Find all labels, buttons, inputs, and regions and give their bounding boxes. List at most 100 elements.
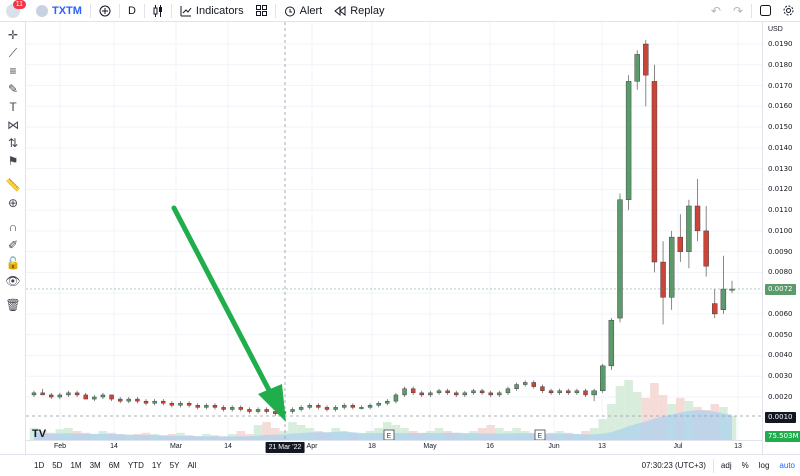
candle-body (186, 403, 192, 406)
fib-lines-icon[interactable]: ≡ (9, 64, 17, 78)
interval-button[interactable]: D (127, 4, 136, 17)
price-tick-label: 0.0060 (768, 309, 793, 318)
candle-body (445, 390, 450, 394)
divider (712, 458, 714, 473)
candle (505, 386, 511, 395)
candle-body (143, 400, 149, 404)
replay-button[interactable]: Replay (328, 0, 390, 22)
candle (454, 390, 459, 397)
candle (548, 388, 554, 395)
price-tick-label: 0.0120 (768, 185, 793, 194)
candle (221, 405, 226, 412)
brush-icon[interactable]: ✎ (7, 82, 19, 96)
divider (118, 3, 120, 18)
fullscreen-button[interactable] (754, 0, 777, 22)
price-scale[interactable]: USD 0.0190 0.0180 0.0170 0.0160 0.0150 0.0140… (762, 22, 800, 454)
layouts-button[interactable] (250, 0, 273, 22)
price-tick-label: 0.0100 (768, 226, 793, 235)
divider (143, 3, 145, 18)
lock-icon[interactable]: 🔓 (5, 256, 21, 270)
indicators-button[interactable]: Indicators (174, 0, 250, 22)
candle-body (651, 81, 658, 263)
range-button-all[interactable]: All (187, 461, 197, 470)
candle-body (522, 382, 528, 385)
green-arrow-annotation (171, 205, 286, 422)
lock-drawing-icon[interactable]: ✐ (7, 238, 19, 252)
candle (143, 399, 149, 406)
alert-button[interactable]: Alert (278, 0, 329, 22)
candle (497, 390, 502, 397)
candle (583, 388, 588, 397)
user-avatar[interactable]: 11 (6, 0, 26, 18)
crosshair-icon[interactable]: ✛ (7, 28, 19, 42)
range-button-5y[interactable]: 5Y (169, 461, 180, 470)
pattern-icon[interactable]: ⋈ (7, 118, 19, 132)
redo-icon[interactable]: ↷ (732, 3, 743, 18)
eye-icon[interactable]: 👁 (5, 274, 21, 288)
candle-body (497, 392, 502, 396)
percent-toggle[interactable]: % (741, 461, 749, 470)
candle-body (583, 390, 588, 396)
candle-body (298, 407, 304, 410)
candle-body (600, 365, 606, 391)
volume-bar (589, 428, 599, 440)
range-button-5d[interactable]: 5D (52, 461, 63, 470)
candle-body (117, 398, 123, 402)
crosshair-date-tag: 21 Mar '22 (265, 442, 305, 453)
trend-line-icon[interactable]: ⟋ (8, 46, 18, 60)
candle-body (385, 400, 390, 404)
ruler-icon[interactable]: 📏 (5, 178, 21, 192)
candle-body (92, 396, 97, 400)
range-button-1d[interactable]: 1D (34, 461, 45, 470)
candle-body (161, 400, 166, 404)
range-button-ytd[interactable]: YTD (127, 461, 144, 470)
settings-button[interactable] (777, 0, 800, 22)
undo-icon[interactable]: ↶ (710, 3, 721, 18)
candle (668, 230, 675, 310)
price-chart[interactable]: TV E E (26, 22, 762, 440)
range-button-6m[interactable]: 6M (108, 461, 120, 470)
candle-body (720, 288, 727, 310)
text-icon[interactable]: T (9, 100, 17, 114)
prediction-icon[interactable]: ⇅ (7, 136, 19, 150)
time-tick-label: Mar (169, 443, 183, 450)
candle-body (540, 386, 545, 391)
price-tick-label: 0.0050 (768, 330, 793, 339)
candle-body (135, 398, 140, 402)
zoom-in-icon[interactable]: ⊕ (7, 196, 19, 210)
chart-type-button[interactable] (147, 0, 169, 22)
candle-body (324, 407, 330, 410)
clock[interactable]: 07:30:23 (UTC+3) (641, 461, 706, 470)
candle-body (402, 388, 407, 396)
candle (393, 392, 399, 404)
trash-icon[interactable]: 🗑 (5, 298, 21, 312)
compare-button[interactable] (93, 0, 117, 22)
candle (419, 390, 424, 397)
candle-body (342, 405, 347, 408)
flag-icon[interactable]: ⚑ (7, 154, 19, 168)
candle (617, 193, 623, 323)
candle (712, 289, 718, 319)
candle-body (703, 230, 709, 267)
adj-toggle[interactable]: adj (720, 461, 732, 470)
symbol-search[interactable]: TXTM (30, 0, 88, 22)
magnet-icon[interactable]: ∩ (8, 220, 18, 234)
time-tick-label: 18 (368, 443, 376, 450)
log-toggle[interactable]: log (758, 461, 770, 470)
candle-body (316, 405, 321, 408)
candle (445, 388, 450, 395)
candle (333, 405, 338, 412)
candle-body (686, 205, 692, 252)
candle-body (410, 388, 416, 394)
range-button-1y[interactable]: 1Y (151, 461, 162, 470)
candle-body (608, 319, 615, 367)
volume-bar (607, 404, 616, 440)
range-button-1m[interactable]: 1M (70, 461, 82, 470)
time-axis[interactable]: Feb 14 Mar 14 Apr 18 May 16 Jun 13 Jul 13 21 Mar '2… (26, 440, 762, 454)
divider (274, 3, 276, 18)
candle-body (454, 392, 459, 396)
range-button-3m[interactable]: 3M (89, 461, 101, 470)
candle-body (333, 407, 338, 410)
candle (376, 401, 381, 408)
auto-toggle[interactable]: auto (779, 461, 795, 470)
